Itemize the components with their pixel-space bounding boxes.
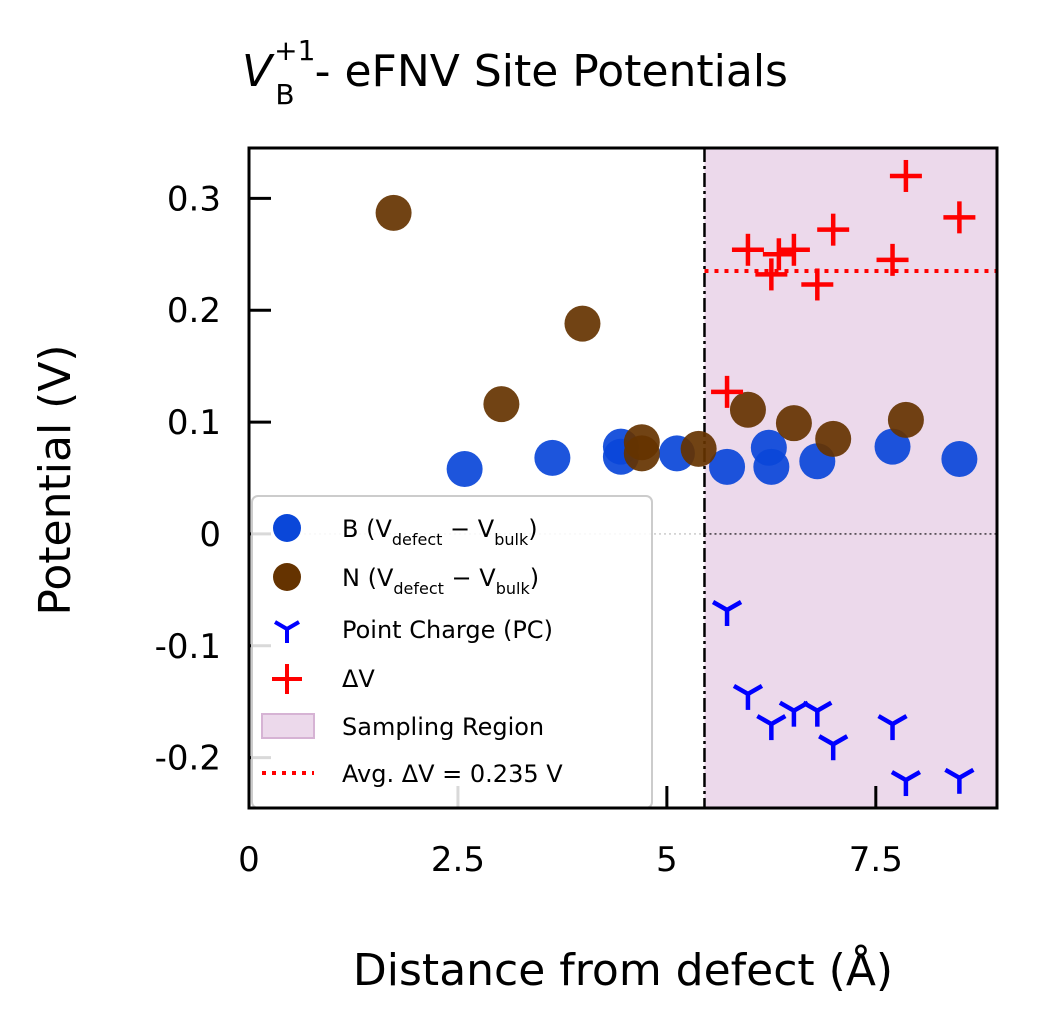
point-charge-point — [877, 714, 908, 741]
n-point — [375, 194, 412, 231]
n-point — [887, 401, 924, 438]
delta-v-point — [943, 201, 976, 234]
b-point — [446, 451, 483, 488]
chart-title: V+1 B - eFNV Site Potentials — [242, 34, 788, 111]
n-point — [815, 420, 852, 457]
tri-left — [756, 714, 773, 727]
tri-right — [832, 734, 849, 747]
legend-region-label: Sampling Region — [342, 713, 544, 741]
n-point — [623, 435, 660, 472]
legend-n-label: N (Vdefect − Vbulk) — [342, 564, 539, 598]
b-point — [753, 448, 790, 485]
tri-right — [891, 714, 908, 727]
point-charge-point — [802, 700, 833, 727]
tri-left — [732, 683, 750, 696]
delta-v-point — [731, 233, 764, 266]
delta-v-point — [711, 375, 744, 408]
b-point — [534, 439, 571, 476]
tri-right — [770, 714, 787, 727]
n-point — [729, 391, 766, 428]
delta-v-point — [762, 238, 795, 271]
y-tick-label: -0.1 — [155, 627, 221, 667]
point-charge-point — [818, 734, 849, 761]
legend-pc-marker — [273, 620, 301, 643]
point-charge-point — [756, 714, 787, 741]
plot-frame — [247, 146, 999, 810]
tri-right — [746, 683, 764, 696]
n-point — [680, 430, 717, 467]
delta-v-point — [889, 159, 922, 192]
x-tick-label: 0 — [238, 840, 260, 880]
point-charge-point — [890, 770, 922, 797]
legend-b-marker — [273, 514, 301, 542]
delta-v-point — [801, 268, 834, 301]
delta-v-point — [755, 258, 788, 291]
delta-v-point — [777, 233, 810, 266]
y-tick-label: -0.2 — [155, 739, 221, 779]
legend-n-marker — [273, 563, 301, 591]
b-point — [941, 440, 978, 477]
b-point — [709, 448, 746, 485]
delta-v-point — [876, 243, 909, 276]
axis-ticks-layer: 0 2.5 5 7.5 -0.2 -0.1 0 0.1 0.2 0.3 — [155, 179, 903, 880]
b-point — [874, 428, 911, 465]
point-charge-point — [711, 600, 743, 626]
sampling-region-layer — [704, 148, 997, 808]
tri-left — [802, 700, 819, 713]
x-tick-label: 5 — [656, 840, 678, 880]
y-tick-label: 0 — [199, 515, 221, 555]
legend-dv-label: ΔV — [342, 665, 375, 693]
legend-region-swatch — [261, 713, 315, 739]
legend: B (Vdefect − Vbulk) N (Vdefect − Vbulk) … — [251, 495, 653, 809]
y-tick-label: 0.1 — [167, 403, 221, 443]
point-charge-point — [732, 683, 764, 710]
n-point — [564, 305, 601, 342]
y-tick-label: 0.3 — [167, 179, 221, 219]
x-axis-title: Distance from defect (Å) — [353, 943, 893, 996]
tri-left — [890, 770, 908, 782]
delta-v-point — [817, 213, 850, 246]
tri-left — [877, 714, 894, 727]
legend-avg-label: Avg. ΔV = 0.235 V — [342, 760, 563, 788]
tri-right — [904, 770, 922, 782]
tri-left — [778, 700, 796, 713]
tri-right — [816, 700, 833, 713]
x-tick-label: 7.5 — [849, 840, 903, 880]
y-tick-label: 0.2 — [167, 291, 221, 331]
x-tick-label: 2.5 — [431, 840, 485, 880]
n-point — [775, 405, 812, 442]
tri-right — [725, 600, 743, 612]
n-point — [483, 386, 520, 423]
sampling-region — [704, 148, 997, 808]
tri-left — [818, 734, 835, 747]
point-charge-point — [944, 767, 975, 794]
legend-b-label: B (Vdefect − Vbulk) — [342, 515, 538, 549]
legend-pc-label: Point Charge (PC) — [342, 616, 553, 644]
legend-dv-marker — [272, 664, 302, 694]
y-axis-title: Potential (V) — [30, 344, 81, 615]
tri-left — [711, 600, 729, 612]
tri-right — [958, 767, 975, 780]
tri-left — [944, 767, 961, 780]
data-points-layer — [375, 159, 978, 797]
